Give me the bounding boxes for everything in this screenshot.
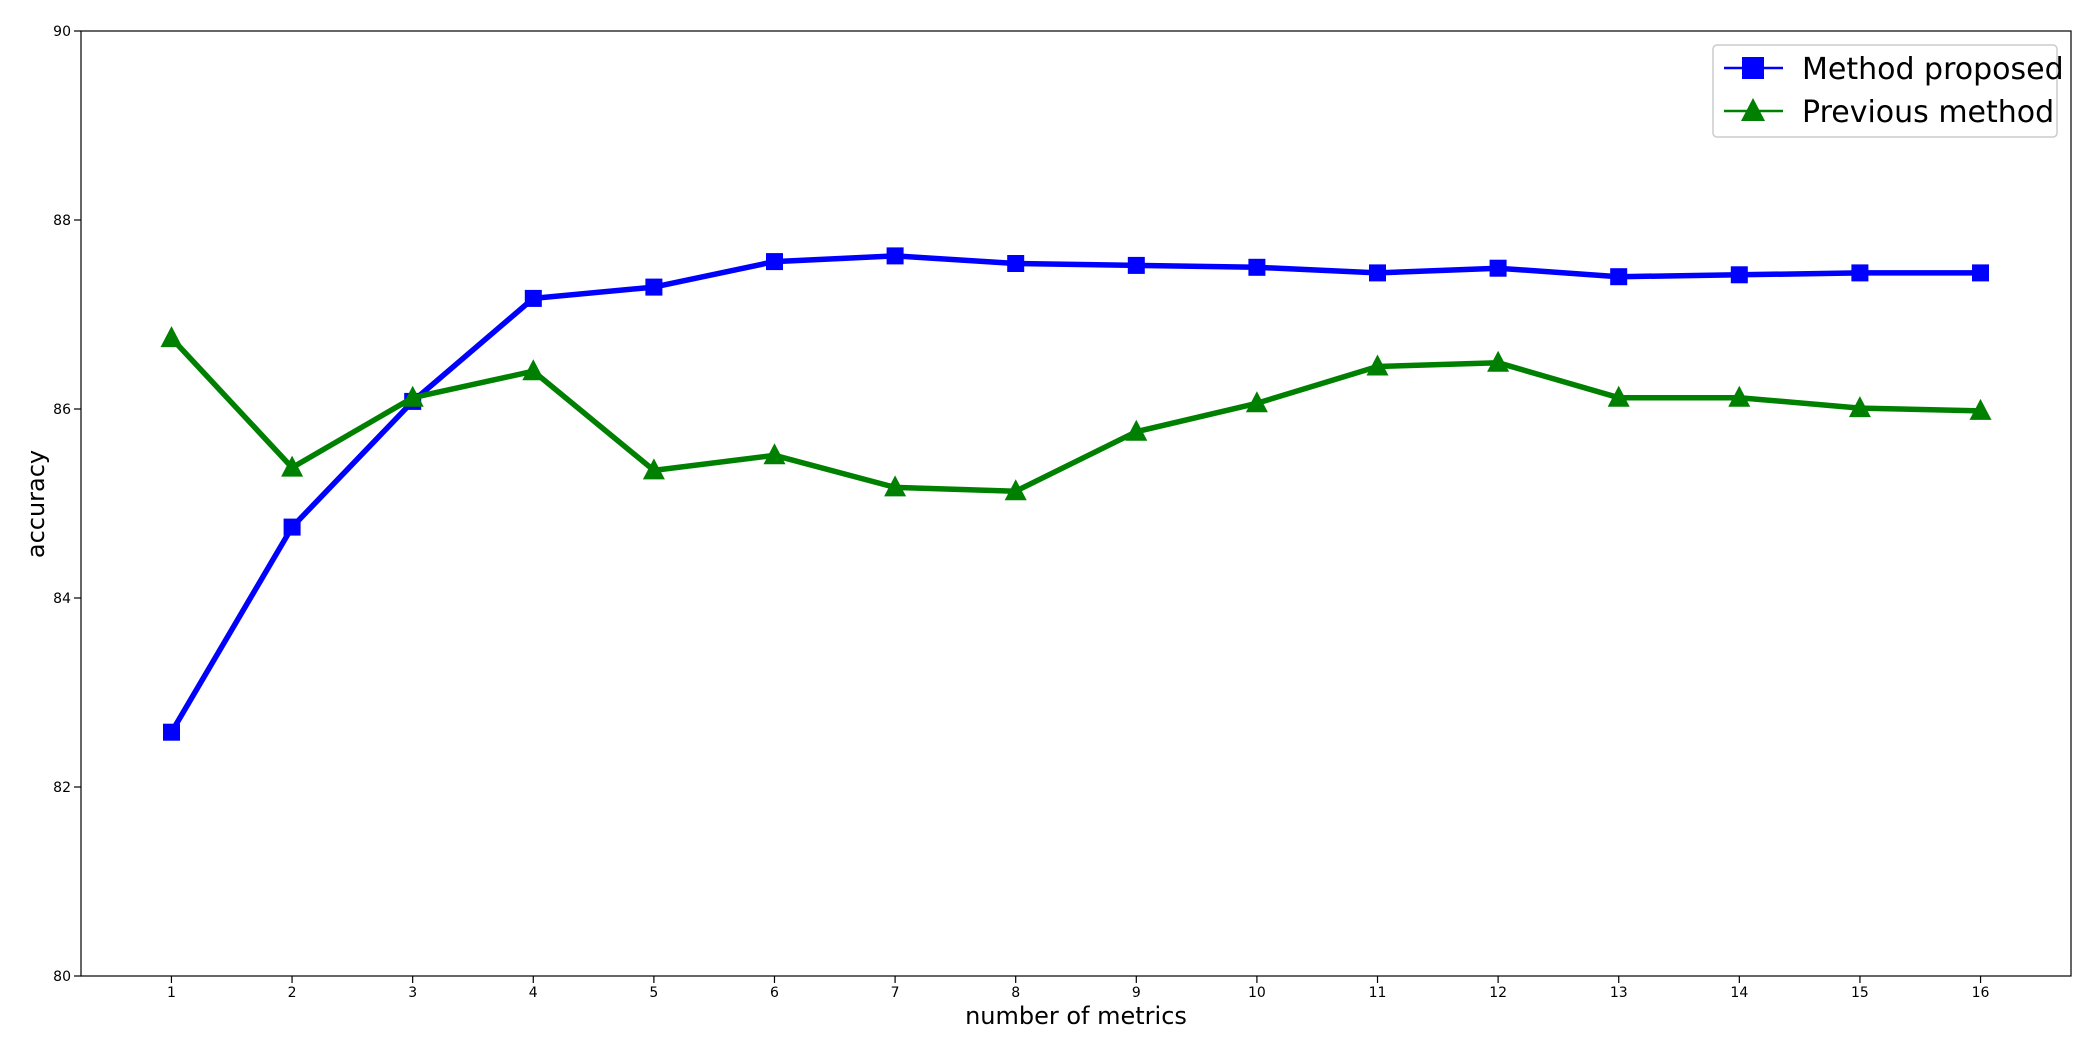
data-point-triangle xyxy=(281,455,304,477)
data-point-triangle xyxy=(401,385,424,407)
data-point-triangle xyxy=(1487,350,1510,372)
legend-label-method-proposed: Method proposed xyxy=(1802,52,2064,87)
y-tick-label: 80 xyxy=(53,969,71,985)
data-point-square xyxy=(283,518,301,536)
data-point-triangle xyxy=(1245,391,1268,413)
x-tick-label: 4 xyxy=(529,985,538,1001)
data-point-square xyxy=(1730,266,1748,284)
y-tick-label: 88 xyxy=(53,213,71,229)
x-tick-label: 15 xyxy=(1851,985,1869,1001)
y-tick-label: 82 xyxy=(53,780,71,796)
data-point-square xyxy=(1851,264,1869,282)
legend-square-marker xyxy=(1742,57,1764,79)
y-axis-label: accuracy xyxy=(22,450,50,558)
data-point-square xyxy=(524,289,542,307)
data-point-triangle xyxy=(522,359,545,381)
series-line-previous-method xyxy=(168,335,1984,494)
x-tick-label: 12 xyxy=(1489,985,1507,1001)
y-tick-label: 86 xyxy=(53,402,71,418)
data-point-square xyxy=(1369,264,1386,282)
series-line-method-proposed xyxy=(168,253,1984,735)
data-point-triangle xyxy=(1004,479,1027,501)
data-point-square xyxy=(1489,259,1507,277)
data-point-triangle xyxy=(1607,385,1630,407)
legend-label-previous-method: Previous method xyxy=(1802,95,2054,130)
x-axis-label: number of metrics xyxy=(965,1002,1187,1030)
data-point-triangle xyxy=(763,443,786,465)
x-tick-label: 3 xyxy=(408,985,417,1001)
data-point-square xyxy=(1127,256,1145,274)
legend-triangle-marker xyxy=(1741,98,1765,121)
x-tick-label: 13 xyxy=(1610,985,1628,1001)
x-tick-label: 9 xyxy=(1132,985,1141,1001)
data-point-triangle xyxy=(1969,398,1992,420)
legend: Method proposed Previous method xyxy=(1712,44,2064,138)
data-point-square xyxy=(1248,258,1266,276)
x-tick-label: 2 xyxy=(288,985,297,1001)
data-point-square xyxy=(766,253,783,271)
data-point-square xyxy=(645,278,663,296)
y-axis-ticks: 80 82 84 86 88 90 xyxy=(53,24,81,985)
x-tick-label: 1 xyxy=(167,985,176,1001)
plot-frame xyxy=(80,30,2072,977)
x-tick-label: 11 xyxy=(1369,985,1387,1001)
x-tick-label: 8 xyxy=(1011,985,1020,1001)
x-tick-label: 6 xyxy=(770,985,779,1001)
x-tick-label: 5 xyxy=(649,985,658,1001)
legend-box xyxy=(1712,44,2058,138)
data-point-triangle xyxy=(1728,385,1751,407)
series-layer xyxy=(160,247,1992,741)
data-point-triangle xyxy=(1125,419,1148,441)
data-point-square xyxy=(1610,268,1628,286)
series-previous-method xyxy=(160,326,1992,501)
x-tick-label: 16 xyxy=(1972,985,1990,1001)
data-point-triangle xyxy=(1848,396,1871,418)
data-point-square xyxy=(163,723,180,741)
data-point-square xyxy=(1972,264,1989,282)
series-method-proposed xyxy=(163,247,1989,741)
x-tick-label: 7 xyxy=(891,985,900,1001)
data-point-triangle xyxy=(160,326,183,348)
x-axis-ticks: 1 2 3 4 5 6 7 8 9 10 11 12 13 14 15 16 xyxy=(167,976,1990,1001)
data-point-triangle xyxy=(1366,354,1389,376)
data-point-square xyxy=(886,247,904,265)
x-tick-label: 14 xyxy=(1730,985,1748,1001)
data-point-square xyxy=(1007,255,1025,272)
x-tick-label: 10 xyxy=(1248,985,1266,1001)
data-point-triangle xyxy=(642,458,665,480)
data-point-triangle xyxy=(884,475,907,497)
y-tick-label: 84 xyxy=(53,591,71,607)
y-tick-label: 90 xyxy=(53,24,71,40)
